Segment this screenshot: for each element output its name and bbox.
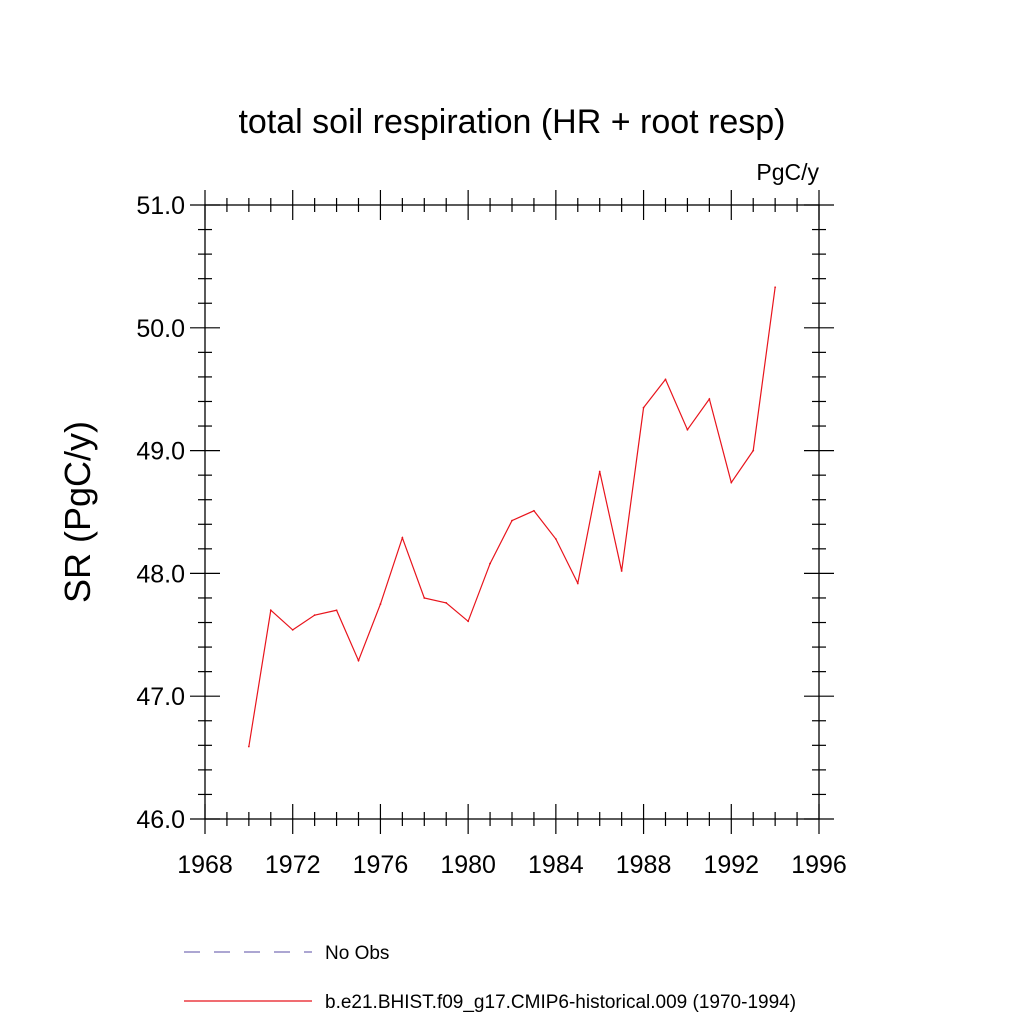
data-point — [642, 406, 645, 409]
x-tick-label: 1976 — [353, 851, 409, 879]
legend-label: No Obs — [325, 943, 389, 964]
data-point — [357, 659, 360, 662]
data-point — [686, 428, 689, 431]
data-point — [313, 614, 316, 617]
y-tick-label: 51.0 — [136, 192, 185, 220]
x-tick-label: 1980 — [440, 851, 496, 879]
data-point — [467, 620, 470, 623]
data-point — [664, 378, 667, 381]
axis-ticks: 1968 1972 1976 1980 1984 1988 1992 1996 46.0 47.0… — [136, 190, 847, 879]
data-point — [423, 597, 426, 599]
legend: No Obs b.e21.BHIST.f09_g17.CMIP6-historic… — [184, 943, 796, 1013]
data-point — [489, 562, 491, 565]
data-point — [752, 449, 755, 452]
plot-frame — [204, 204, 820, 820]
data-point — [774, 286, 777, 289]
data-point — [335, 609, 338, 612]
data-point — [554, 538, 557, 540]
data-point — [620, 570, 623, 572]
data-point — [269, 609, 272, 612]
x-tick-label: 1996 — [791, 851, 847, 879]
y-tick-label: 50.0 — [136, 315, 185, 343]
y-axis-label: SR (PgC/y) — [57, 421, 98, 603]
data-point — [598, 470, 601, 473]
data-point — [730, 481, 733, 484]
units-label: PgC/y — [756, 159, 819, 185]
x-tick-label: 1972 — [265, 851, 321, 879]
data-point — [533, 509, 535, 512]
y-tick-label: 47.0 — [136, 683, 185, 711]
x-tick-label: 1992 — [703, 851, 759, 879]
y-tick-label: 46.0 — [136, 806, 185, 834]
data-point — [576, 582, 579, 585]
x-tick-label: 1968 — [177, 851, 233, 879]
data-point — [291, 628, 294, 631]
y-tick-label: 49.0 — [136, 438, 185, 466]
chart-title: total soil respiration (HR + root resp) — [238, 103, 785, 141]
data-point — [247, 745, 250, 748]
data-point — [379, 603, 382, 605]
plot-series — [247, 286, 777, 748]
x-tick-label: 1984 — [528, 851, 584, 879]
data-point — [401, 536, 404, 539]
data-point — [445, 601, 448, 604]
series-line-1 — [248, 287, 776, 747]
data-point — [708, 398, 711, 400]
x-tick-label: 1988 — [616, 851, 672, 879]
data-point — [511, 519, 513, 522]
y-tick-label: 48.0 — [136, 560, 185, 588]
legend-label: b.e21.BHIST.f09_g17.CMIP6-historical.009… — [325, 992, 796, 1013]
